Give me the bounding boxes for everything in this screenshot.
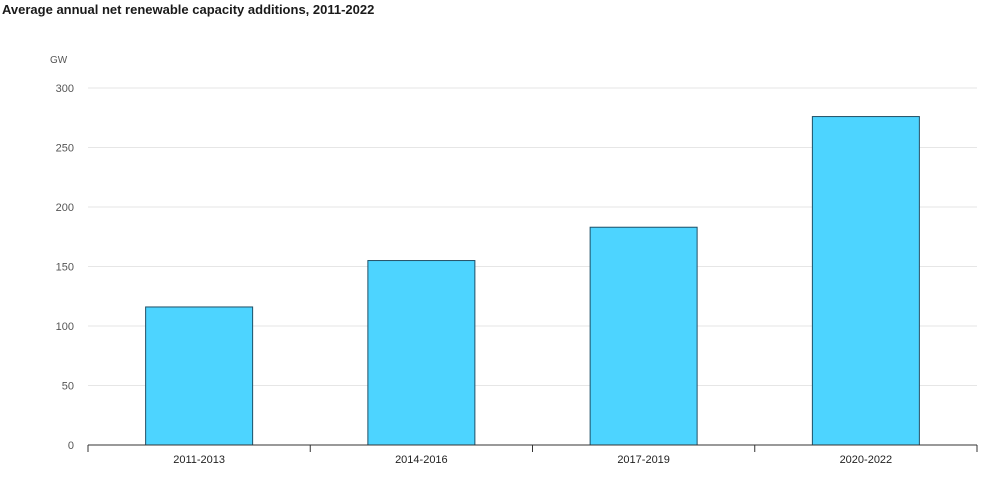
bar-2017-2019 <box>589 226 698 446</box>
bar-2014-2016 <box>367 260 476 446</box>
x-category-label: 2014-2016 <box>395 454 448 466</box>
x-category-label: 2017-2019 <box>617 454 670 466</box>
bars <box>145 116 920 446</box>
y-tick-label: 200 <box>56 202 74 214</box>
y-tick-label: 300 <box>56 83 74 95</box>
y-axis-ticks: 0 50 100 150 200 250 300 <box>56 83 74 452</box>
bar-2011-2013 <box>145 306 254 446</box>
x-category-label: 2020-2022 <box>840 454 893 466</box>
y-tick-label: 150 <box>56 262 74 274</box>
y-tick-label: 0 <box>68 440 74 452</box>
x-axis: 2011-2013 2014-2016 2017-2019 2020-2022 <box>87 444 978 466</box>
y-tick-label: 250 <box>56 143 74 155</box>
x-category-label: 2011-2013 <box>173 454 225 466</box>
y-tick-label: 50 <box>62 381 74 393</box>
y-axis-unit-label: GW <box>50 55 68 66</box>
y-tick-label: 100 <box>56 321 74 333</box>
chart-title: Average annual net renewable capacity ad… <box>2 2 375 17</box>
bar-2020-2022 <box>811 116 920 446</box>
